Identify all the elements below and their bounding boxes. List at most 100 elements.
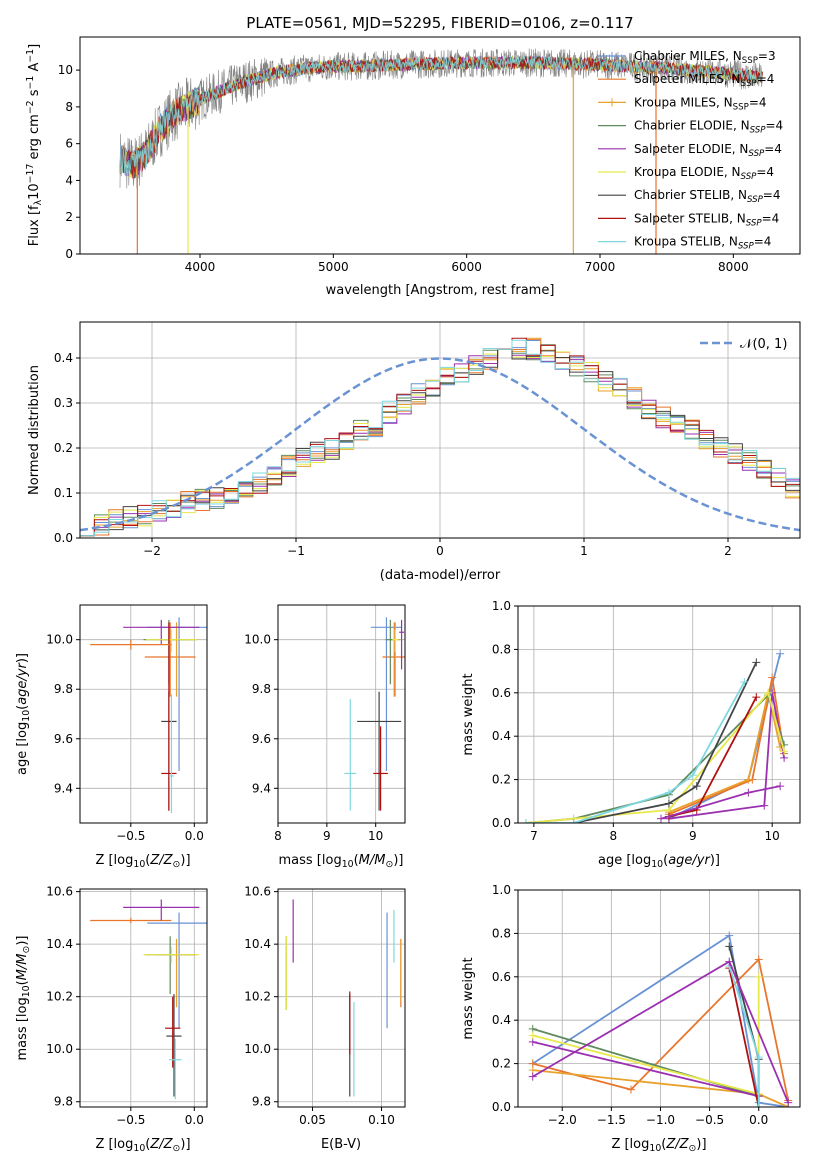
y-tick-label: 8 — [65, 100, 73, 114]
y-tick-label: 0.4 — [54, 351, 73, 365]
legend-entry: Chabrier ELODIE, NSSP=4 — [634, 119, 783, 136]
weight-line-salpeter_miles — [532, 957, 790, 1101]
axes-frame — [79, 36, 801, 255]
age-vs-mass-panel: 8 9 10 9.4 9.6 9.8 10.0 mass [log10(M/M⊙)] — [244, 604, 406, 870]
weight-line-chabrier_elodie — [525, 693, 785, 823]
legend-entry: Salpeter ELODIE, NSSP=4 — [634, 142, 782, 159]
model-spectrum-kroupa_stelib — [119, 54, 763, 177]
x-tick-label: 4000 — [185, 260, 216, 274]
legend-entry: Salpeter MILES, NSSP=4 — [634, 72, 774, 89]
axes-frame — [277, 604, 406, 824]
mass-vs-EBV-panel: 0.05 0.10 9.8 10.0 10.2 10.4 10.6 E(B-V) — [244, 885, 406, 1152]
legend-entry: Kroupa MILES, NSSP=4 — [634, 95, 767, 112]
y-tick-label: 10.6 — [244, 885, 271, 899]
y-tick-label: 0.1 — [54, 486, 73, 500]
y-tick-label: 10.6 — [46, 885, 73, 899]
y-tick-label: 9.4 — [54, 781, 73, 795]
weight-line-kroupa_miles — [668, 692, 781, 813]
age-vs-Z-panel-marks — [90, 617, 207, 814]
x-axis-label: E(B-V) — [321, 1137, 361, 1152]
weight-line-salpeter_elodie — [668, 692, 785, 820]
y-tick-label: 9.6 — [252, 732, 271, 746]
weight-line-kroupa_elodie — [525, 690, 785, 823]
x-tick-label: −0.5 — [116, 829, 145, 843]
y-tick-label: 9.6 — [54, 732, 73, 746]
x-tick-label: −0.5 — [695, 1113, 724, 1127]
y-tick-label: 2 — [65, 210, 73, 224]
y-tick-label: 10.0 — [46, 1042, 73, 1056]
legend-entry: Kroupa STELIB, NSSP=4 — [634, 235, 771, 252]
x-tick-label: 9 — [323, 829, 331, 843]
axes-frame — [517, 889, 801, 1108]
weight-line-chabrier_miles — [532, 934, 789, 1107]
x-tick-label: −2 — [143, 544, 161, 558]
x-tick-label: −0.5 — [116, 1113, 145, 1127]
weight-vs-age-panel-marks — [521, 649, 789, 823]
x-tick-label: 0.05 — [299, 1113, 326, 1127]
x-tick-label: 10 — [368, 829, 383, 843]
y-axis-label: mass [log10(M/M⊙)] — [15, 936, 32, 1061]
y-tick-label: 1.0 — [492, 599, 511, 613]
model-spectrum-chabrier_stelib — [119, 55, 763, 179]
y-tick-label: 10.0 — [244, 1042, 271, 1056]
x-tick-label: 6000 — [451, 260, 482, 274]
x-axis-label: wavelength [Angstrom, rest frame] — [326, 283, 555, 298]
x-axis-label: mass [log10(M/M⊙)] — [279, 853, 404, 870]
x-tick-label: 0.10 — [368, 1113, 395, 1127]
normal-curve — [80, 357, 800, 532]
histogram-panel-marks — [80, 337, 800, 538]
weight-vs-Z-panel: −2.0 −1.5 −1.0 −0.5 0.0 0.0 0.2 0.4 0.6 0.8 1.0 mas… — [461, 883, 801, 1154]
y-axis-label: age [log10(age/yr)] — [15, 653, 32, 775]
x-tick-label: 10 — [765, 829, 780, 843]
y-tick-label: 6 — [65, 137, 73, 151]
y-tick-label: 0.0 — [492, 816, 511, 830]
mass-vs-Z-panel-marks — [90, 899, 207, 1100]
legend-entry: Chabrier STELIB, NSSP=4 — [634, 188, 781, 205]
y-tick-label: 0.6 — [492, 686, 511, 700]
axes-frame — [517, 605, 801, 824]
x-tick-label: 0.0 — [185, 829, 204, 843]
y-tick-label: 9.8 — [54, 1095, 73, 1109]
y-tick-label: 9.8 — [252, 682, 271, 696]
x-tick-label: 7 — [530, 829, 538, 843]
histogram-chabrier_stelib — [80, 348, 800, 538]
y-axis-label: Flux [fλ10−17 erg cm−2 s−1 A−1] — [25, 44, 44, 246]
weight-vs-Z-panel-marks — [528, 931, 793, 1107]
y-tick-label: 0.0 — [492, 1100, 511, 1114]
y-axis-label: mass weight — [461, 673, 476, 755]
x-tick-label: 0 — [436, 544, 444, 558]
weight-line-salpeter_miles — [668, 677, 785, 816]
y-tick-label: 9.8 — [54, 682, 73, 696]
x-axis-label: age [log10(age/yr)] — [598, 853, 720, 870]
mass-vs-Z-panel: −0.5 0.0 9.8 10.0 10.2 10.4 10.6 Z [log10(Z/Z⊙)… — [15, 885, 208, 1154]
y-tick-label: 0.0 — [54, 531, 73, 545]
x-tick-label: −1.5 — [597, 1113, 626, 1127]
x-axis-label: Z [log10(Z/Z⊙)] — [95, 853, 190, 870]
y-tick-label: 0.8 — [492, 926, 511, 940]
y-tick-label: 1.0 — [492, 883, 511, 897]
legend-entry: Kroupa ELODIE, NSSP=4 — [634, 165, 774, 182]
mass-vs-EBV-panel-marks — [285, 899, 402, 1097]
figure-title: PLATE=0561, MJD=52295, FIBERID=0106, z=0… — [246, 14, 633, 32]
y-axis-label: Normed distribution — [27, 365, 42, 495]
y-tick-label: 0.4 — [492, 729, 511, 743]
x-tick-label: 8 — [610, 829, 618, 843]
y-tick-label: 0.8 — [492, 642, 511, 656]
histogram-kroupa_elodie — [80, 348, 800, 538]
legend-entry: Chabrier MILES, NSSP=3 — [634, 49, 776, 66]
y-axis-label: mass weight — [461, 957, 476, 1039]
x-tick-label: 7000 — [585, 260, 616, 274]
age-vs-Z-panel: −0.5 0.0 9.4 9.6 9.8 10.0 Z [log10(Z/Z⊙)] age [… — [15, 604, 208, 870]
y-tick-label: 0.2 — [54, 441, 73, 455]
y-tick-label: 10 — [58, 63, 73, 77]
y-tick-label: 4 — [65, 173, 73, 187]
x-axis-label: Z [log10(Z/Z⊙)] — [95, 1137, 190, 1154]
y-tick-label: 0.2 — [492, 773, 511, 787]
x-tick-label: 8000 — [718, 260, 749, 274]
histogram-panel: −2 −1 0 1 2 0.0 0.1 0.2 0.3 0.4 𝒩(0, 1) (data-model… — [27, 321, 801, 583]
x-tick-label: 0.0 — [185, 1113, 204, 1127]
spectrum-panel-marks — [119, 48, 763, 254]
weight-line-salpeter_stelib — [668, 696, 758, 818]
x-tick-label: 5000 — [318, 260, 349, 274]
model-spectrum-salpeter_stelib — [119, 55, 763, 179]
